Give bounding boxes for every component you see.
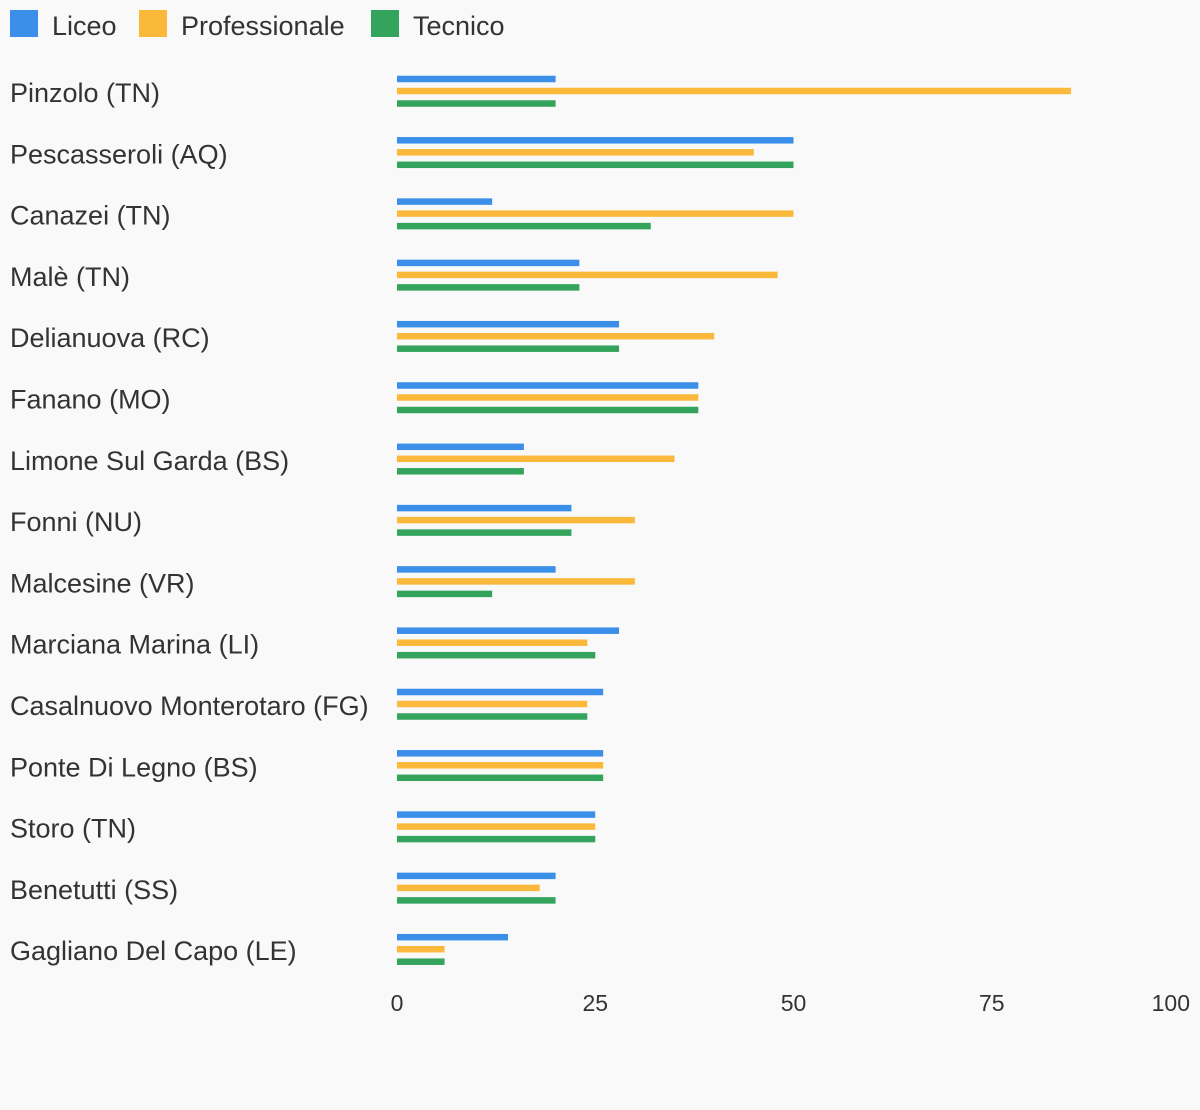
bar-professionale-delianuova-rc bbox=[397, 332, 715, 340]
bar-tecnico-gagliano-del-capo-le bbox=[397, 958, 445, 965]
category-label: Canazei (TN) bbox=[10, 201, 171, 231]
category-label: Benetutti (SS) bbox=[10, 875, 178, 905]
legend: Liceo Professionale Tecnico bbox=[10, 10, 505, 41]
category-label: Malè (TN) bbox=[10, 262, 130, 292]
bar-professionale-malcesine-vr bbox=[397, 578, 635, 585]
bar-liceo-marciana-marina-li bbox=[397, 627, 620, 634]
category-label: Ponte Di Legno (BS) bbox=[10, 752, 258, 782]
bar-tecnico-malcesine-vr bbox=[397, 590, 493, 598]
legend-label-liceo: Liceo bbox=[52, 11, 117, 41]
bar-professionale-limone-sul-garda-bs bbox=[397, 455, 675, 463]
category-label: Gagliano Del Capo (LE) bbox=[10, 936, 297, 966]
bar-liceo-benetutti-ss bbox=[397, 872, 556, 880]
bar-liceo-pinzolo-tn bbox=[397, 75, 556, 83]
bar-professionale-pescasseroli-aq bbox=[397, 149, 754, 156]
bar-professionale-casalnuovo-monterotaro-fg bbox=[397, 700, 588, 708]
bar-professionale-benetutti-ss bbox=[397, 884, 540, 892]
x-tick-label: 75 bbox=[979, 990, 1005, 1016]
x-tick-label: 25 bbox=[582, 990, 608, 1016]
category-label: Storo (TN) bbox=[10, 814, 136, 844]
legend-swatch-liceo bbox=[10, 10, 38, 37]
bar-tecnico-pinzolo-tn bbox=[397, 100, 556, 107]
bar-tecnico-pescasseroli-aq bbox=[397, 161, 794, 169]
bar-professionale-storo-tn bbox=[397, 823, 596, 830]
bar-tecnico-fonni-nu bbox=[397, 529, 572, 536]
bar-liceo-canazei-tn bbox=[397, 198, 493, 205]
x-tick-label: 100 bbox=[1152, 990, 1190, 1016]
category-label: Pescasseroli (AQ) bbox=[10, 139, 228, 169]
bar-tecnico-delianuova-rc bbox=[397, 345, 620, 352]
bar-tecnico-mal-tn bbox=[397, 284, 580, 291]
x-tick-label: 0 bbox=[391, 990, 404, 1016]
bar-professionale-fanano-mo bbox=[397, 394, 699, 401]
bar-tecnico-limone-sul-garda-bs bbox=[397, 468, 524, 475]
legend-label-tecnico: Tecnico bbox=[413, 11, 505, 41]
bar-professionale-fonni-nu bbox=[397, 516, 635, 524]
category-label: Fanano (MO) bbox=[10, 385, 171, 415]
bars bbox=[397, 75, 1072, 965]
category-label: Marciana Marina (LI) bbox=[10, 630, 259, 660]
bar-liceo-gagliano-del-capo-le bbox=[397, 933, 509, 941]
bar-tecnico-canazei-tn bbox=[397, 222, 651, 230]
bar-tecnico-storo-tn bbox=[397, 835, 596, 843]
x-tick-label: 50 bbox=[781, 990, 807, 1016]
bar-liceo-ponte-di-legno-bs bbox=[397, 750, 604, 757]
bar-professionale-ponte-di-legno-bs bbox=[397, 762, 604, 769]
category-label: Casalnuovo Monterotaro (FG) bbox=[10, 691, 369, 721]
bar-professionale-pinzolo-tn bbox=[397, 87, 1072, 95]
bar-liceo-delianuova-rc bbox=[397, 320, 620, 328]
bar-liceo-pescasseroli-aq bbox=[397, 137, 794, 144]
category-label: Malcesine (VR) bbox=[10, 568, 195, 598]
bar-tecnico-ponte-di-legno-bs bbox=[397, 774, 604, 782]
bar-tecnico-fanano-mo bbox=[397, 406, 699, 414]
bar-liceo-mal-tn bbox=[397, 259, 580, 267]
bar-liceo-fonni-nu bbox=[397, 504, 572, 512]
category-labels: Pinzolo (TN) Pescasseroli (AQ) Canazei (TN… bbox=[10, 78, 369, 966]
legend-swatch-professionale bbox=[139, 10, 167, 37]
category-label: Fonni (NU) bbox=[10, 507, 142, 537]
bar-professionale-canazei-tn bbox=[397, 210, 794, 217]
category-label: Pinzolo (TN) bbox=[10, 78, 160, 108]
bar-professionale-marciana-marina-li bbox=[397, 639, 588, 646]
bar-liceo-fanano-mo bbox=[397, 382, 699, 389]
legend-swatch-tecnico bbox=[371, 10, 399, 37]
category-label: Limone Sul Garda (BS) bbox=[10, 446, 289, 476]
bar-professionale-mal-tn bbox=[397, 271, 778, 279]
bar-tecnico-benetutti-ss bbox=[397, 897, 556, 904]
bar-tecnico-marciana-marina-li bbox=[397, 651, 596, 659]
x-axis: 0 25 50 75 100 bbox=[391, 990, 1190, 1016]
bar-liceo-storo-tn bbox=[397, 811, 596, 818]
legend-label-professionale: Professionale bbox=[181, 11, 345, 41]
bar-tecnico-casalnuovo-monterotaro-fg bbox=[397, 713, 588, 720]
bar-liceo-malcesine-vr bbox=[397, 566, 556, 573]
bar-liceo-limone-sul-garda-bs bbox=[397, 443, 524, 451]
category-label: Delianuova (RC) bbox=[10, 323, 210, 353]
bar-liceo-casalnuovo-monterotaro-fg bbox=[397, 688, 604, 696]
bar-professionale-gagliano-del-capo-le bbox=[397, 945, 445, 953]
